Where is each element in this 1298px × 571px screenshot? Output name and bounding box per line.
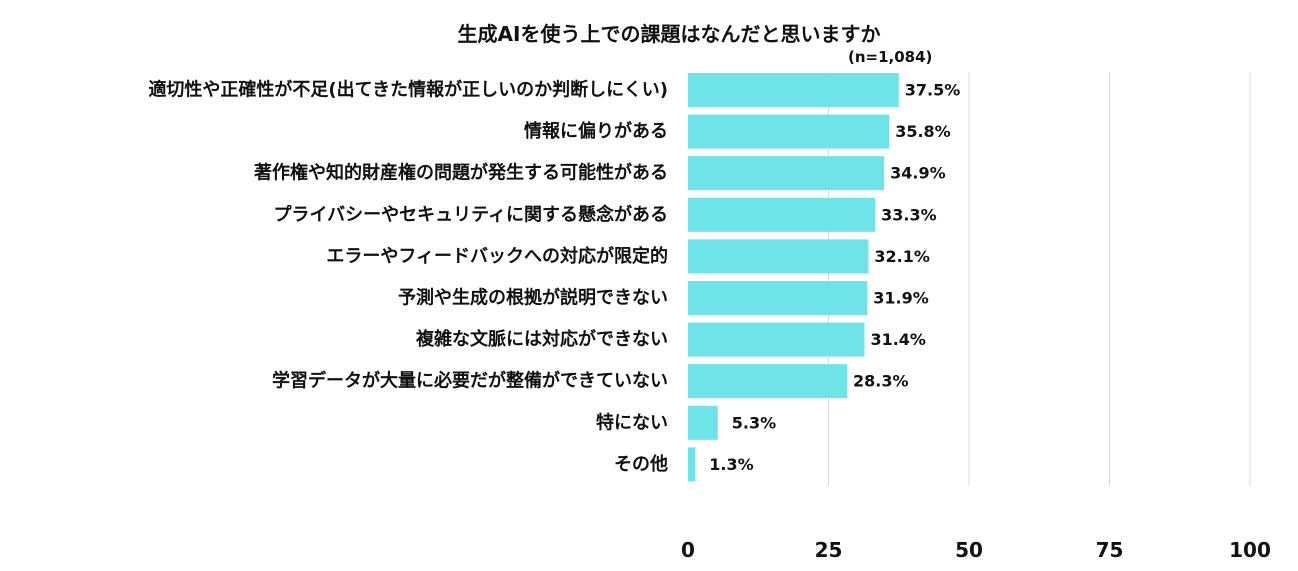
value-label-9: 5.3% [732,413,776,432]
value-label-4: 33.3% [881,205,937,224]
bar-10 [688,447,696,482]
value-label-10: 1.3% [709,455,753,474]
sample-size-note: (n=1,084) [848,48,933,66]
value-label-2: 35.8% [895,122,951,141]
category-label-1: 適切性や正確性が不足(出てきた情報が正しいのか判断しにくい) [148,79,668,101]
bar-6 [688,281,868,315]
category-label-2: 情報に偏りがある [524,120,668,142]
x-tick-label-75: 75 [1096,538,1124,562]
bar-2 [688,114,890,149]
value-label-1: 37.5% [905,81,961,100]
category-label-5: エラーやフィードバックへの対応が限定的 [326,245,668,267]
bar-5 [688,239,869,274]
category-label-4: プライバシーやセキュリティに関する懸念がある [273,203,668,225]
x-tick-label-100: 100 [1229,538,1271,562]
bar-8 [688,364,848,399]
value-label-7: 31.4% [870,330,926,349]
x-tick-label-50: 50 [955,538,983,562]
category-label-3: 著作権や知的財産権の問題が発生する可能性がある [253,162,668,184]
category-label-7: 複雑な文脈には対応ができない [415,328,668,350]
category-label-10: その他 [614,453,668,475]
value-label-6: 31.9% [873,289,929,308]
value-label-8: 28.3% [853,372,909,391]
category-label-8: 学習データが大量に必要だが整備ができていない [272,370,668,392]
category-label-9: 特にない [596,411,668,433]
bar-9 [688,405,718,440]
chart-title: 生成AIを使う上での課題はなんだと思いますか [457,22,881,46]
bar-3 [688,156,885,191]
bar-4 [688,197,876,232]
x-tick-label-0: 0 [681,538,695,562]
value-label-5: 32.1% [874,247,930,266]
x-tick-label-25: 25 [815,538,843,562]
value-label-3: 34.9% [890,164,946,183]
bar-1 [688,73,899,107]
bar-7 [688,322,865,357]
category-label-6: 予測や生成の根拠が説明できない [398,287,668,309]
